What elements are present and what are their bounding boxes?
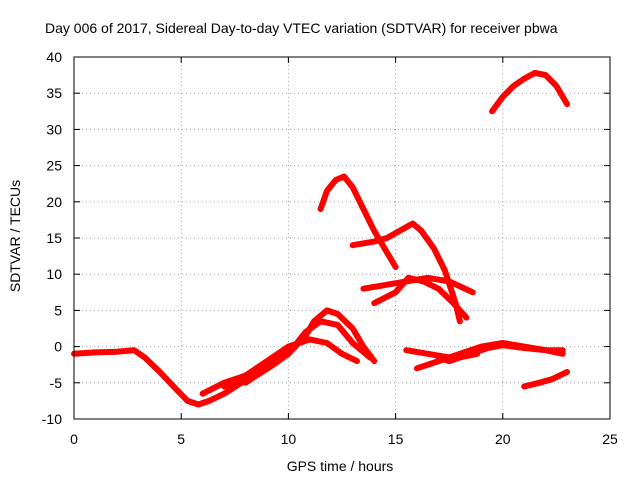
series-layer [71,69,571,408]
chart-title: Day 006 of 2017, Sidereal Day-to-day VTE… [45,20,558,36]
y-tick-label: 15 [46,230,62,246]
x-tick-label: 15 [388,431,404,447]
y-axis-title: SDTVAR / TECUs [7,180,23,292]
y-tick-label: 35 [46,85,62,101]
x-tick-label: 20 [495,431,511,447]
series-track-d [242,318,373,386]
series-track-f [349,220,463,325]
y-tick-label: 25 [46,158,62,174]
y-tick-label: 10 [46,266,62,282]
y-tick-label: 40 [46,49,62,65]
x-tick-label: 0 [70,431,78,447]
y-tick-label: -10 [42,411,62,427]
x-axis-title: GPS time / hours [287,458,394,474]
y-tick-label: 20 [46,194,62,210]
grid-layer [74,57,610,419]
series-track-e [317,173,399,270]
y-tick-label: 30 [46,121,62,137]
series-track-l [489,69,571,115]
y-tick-label: 5 [54,302,62,318]
series-track-k [435,350,481,365]
series-track-m [521,368,571,390]
x-tick-label: 5 [177,431,185,447]
x-tick-label: 25 [602,431,618,447]
series-track-h [371,274,470,321]
y-tick-label: -5 [50,375,63,391]
x-tick-label: 10 [281,431,297,447]
tick-layer: 0 5 10 15 20 25 -10 -5 0 5 10 15 20 25 30 35 40 [42,49,618,447]
y-tick-label: 0 [54,339,62,355]
